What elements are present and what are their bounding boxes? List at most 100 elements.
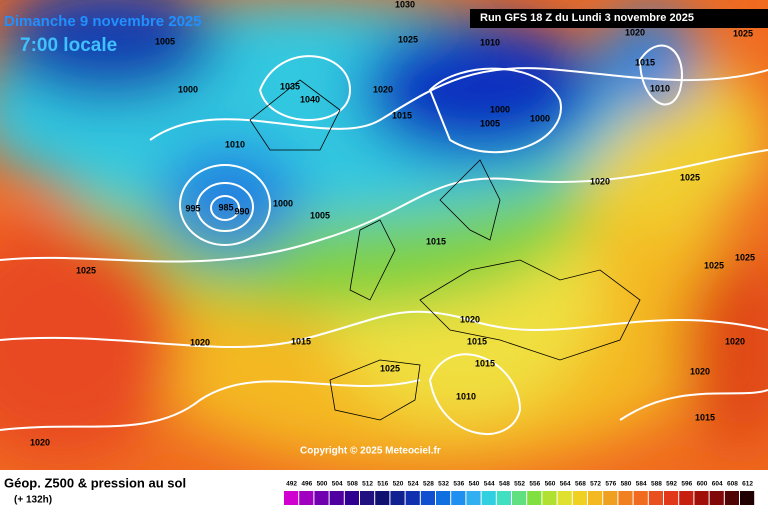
isobar-label: 1025 xyxy=(680,172,700,182)
isobar-label: 985 xyxy=(218,202,233,212)
isobar-label: 1015 xyxy=(291,336,311,346)
isobar-label: 1015 xyxy=(695,412,715,422)
scale-label: 560 xyxy=(545,481,556,488)
isobars xyxy=(0,44,768,435)
scale-label: 572 xyxy=(590,481,601,488)
scale-swatch xyxy=(299,491,314,505)
scale-label: 492 xyxy=(286,481,297,488)
scale-swatch xyxy=(344,491,359,505)
scale-label: 604 xyxy=(712,481,723,488)
color-scale: 492 496 500 504 508 512 516 520 524 528 532 536 540 5… xyxy=(284,481,755,505)
isobar-label: 1000 xyxy=(273,198,293,208)
isobar-label: 1025 xyxy=(76,265,96,275)
scale-label: 592 xyxy=(666,481,677,488)
scale-label: 496 xyxy=(301,481,312,488)
isobar-label: 1025 xyxy=(735,252,755,262)
scale-label: 540 xyxy=(469,481,480,488)
isobar-label: 1005 xyxy=(480,118,500,128)
scale-label: 548 xyxy=(499,481,510,488)
scale-swatch xyxy=(709,491,724,505)
scale-label: 520 xyxy=(393,481,404,488)
scale-swatch xyxy=(633,491,648,505)
scale-swatch xyxy=(481,491,496,505)
scale-swatch xyxy=(390,491,405,505)
isobar-label: 1015 xyxy=(467,336,487,346)
isobar-label: 1000 xyxy=(178,84,198,94)
scale-label: 544 xyxy=(484,481,495,488)
isobar-label: 1040 xyxy=(300,94,320,104)
scale-swatch xyxy=(314,491,329,505)
footer-lead: (+ 132h) xyxy=(14,495,52,506)
scale-label: 500 xyxy=(317,481,328,488)
isobar-label: 1030 xyxy=(395,0,415,9)
scale-swatch xyxy=(572,491,587,505)
isobar-label: 1005 xyxy=(310,210,330,220)
scale-label: 532 xyxy=(438,481,449,488)
isobar-label: 1005 xyxy=(155,36,175,46)
isobar-label: 1020 xyxy=(590,176,610,186)
scale-label: 580 xyxy=(621,481,632,488)
scale-label: 564 xyxy=(560,481,571,488)
isobar-label: 1035 xyxy=(280,81,300,91)
isobar-label: 1020 xyxy=(725,336,745,346)
isobar-label: 1000 xyxy=(490,104,510,114)
scale-swatch xyxy=(329,491,344,505)
isobar-label: 1010 xyxy=(480,37,500,47)
scale-swatch xyxy=(694,491,709,505)
scale-swatch xyxy=(588,491,603,505)
run-banner xyxy=(470,9,768,28)
scale-label: 504 xyxy=(332,481,343,488)
scale-swatch xyxy=(451,491,466,505)
scale-swatch xyxy=(618,491,633,505)
isobar-label: 1020 xyxy=(460,314,480,324)
isobar-label: 1025 xyxy=(380,363,400,373)
scale-swatch xyxy=(557,491,572,505)
isobar-label: 1000 xyxy=(530,113,550,123)
footer-title: Géop. Z500 & pression au sol xyxy=(4,475,186,490)
scale-label: 516 xyxy=(377,481,388,488)
scale-swatch xyxy=(466,491,481,505)
isobar-label: 1025 xyxy=(398,34,418,44)
scale-swatch xyxy=(496,491,511,505)
scale-swatch xyxy=(436,491,451,505)
scale-swatch xyxy=(542,491,557,505)
scale-label: 612 xyxy=(742,481,753,488)
isobar-label: 1025 xyxy=(733,28,753,38)
scale-label: 600 xyxy=(697,481,708,488)
coastlines xyxy=(249,79,641,421)
isobar-label: 995 xyxy=(185,203,200,213)
scale-swatch xyxy=(679,491,694,505)
scale-label: 524 xyxy=(408,481,419,488)
scale-label: 608 xyxy=(727,481,738,488)
isobar-label: 1010 xyxy=(456,391,476,401)
scale-swatch xyxy=(648,491,663,505)
scale-swatch xyxy=(740,491,755,505)
scale-label: 576 xyxy=(605,481,616,488)
scale-swatch xyxy=(603,491,618,505)
scale-label: 536 xyxy=(453,481,464,488)
isobar-label: 1015 xyxy=(426,236,446,246)
isobar-label: 1020 xyxy=(373,84,393,94)
scale-label: 528 xyxy=(423,481,434,488)
scale-label: 596 xyxy=(681,481,692,488)
isobar-label: 990 xyxy=(234,206,249,216)
scale-label: 568 xyxy=(575,481,586,488)
isobar-label: 1015 xyxy=(635,57,655,67)
isobar-label: 1015 xyxy=(392,110,412,120)
isobar-label: 1010 xyxy=(650,83,670,93)
scale-swatch xyxy=(405,491,420,505)
isobar-label: 1020 xyxy=(625,27,645,37)
scale-swatch xyxy=(724,491,739,505)
isobar-label: 1020 xyxy=(30,437,50,447)
run-title: Run GFS 18 Z du Lundi 3 novembre 2025 xyxy=(480,12,694,24)
scale-label: 588 xyxy=(651,481,662,488)
scale-swatch xyxy=(420,491,435,505)
scale-label: 584 xyxy=(636,481,647,488)
scale-label: 512 xyxy=(362,481,373,488)
isobar-label: 1020 xyxy=(190,337,210,347)
isobar-label: 1010 xyxy=(225,139,245,149)
time-title: 7:00 locale xyxy=(20,35,117,56)
